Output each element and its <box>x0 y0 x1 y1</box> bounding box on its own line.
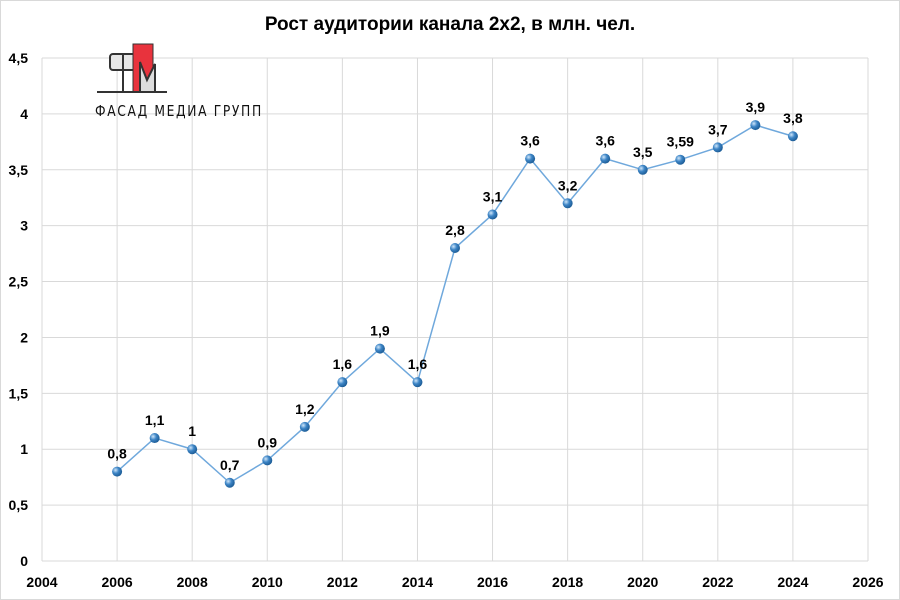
data-point <box>299 421 310 432</box>
data-point <box>112 466 123 477</box>
data-point <box>187 444 198 455</box>
data-label: 3,7 <box>708 121 728 137</box>
logo-text: ФАСАД МЕДИА ГРУПП <box>95 102 263 120</box>
data-point <box>337 377 348 388</box>
logo-mark-icon <box>97 43 167 93</box>
data-label: 1,9 <box>370 323 390 339</box>
y-tick-label: 1 <box>20 441 28 457</box>
x-tick-label: 2022 <box>702 574 733 590</box>
y-tick-label: 3,5 <box>9 162 29 178</box>
data-label: 0,7 <box>220 457 240 473</box>
data-label: 3,1 <box>483 188 503 204</box>
y-tick-label: 2,5 <box>9 274 29 290</box>
x-tick-label: 2024 <box>777 574 808 590</box>
data-point <box>712 142 723 153</box>
data-label: 0,9 <box>258 434 278 450</box>
data-point <box>562 198 573 209</box>
chart-title: Рост аудитории канала 2х2, в млн. чел. <box>264 14 636 35</box>
data-point <box>412 377 423 388</box>
data-label: 3,6 <box>520 133 540 149</box>
logo: ФАСАД МЕДИА ГРУПП <box>95 40 261 130</box>
y-tick-label: 0 <box>20 553 28 569</box>
data-label: 2,8 <box>445 222 465 238</box>
data-label: 0,8 <box>107 446 127 462</box>
x-tick-label: 2016 <box>477 574 508 590</box>
y-tick-label: 2 <box>20 329 28 345</box>
data-label: 3,59 <box>667 134 694 150</box>
x-tick-label: 2018 <box>552 574 583 590</box>
data-point <box>750 120 761 131</box>
data-point <box>374 343 385 354</box>
data-label: 3,2 <box>558 177 578 193</box>
data-point <box>224 477 235 488</box>
series-line <box>116 124 794 484</box>
y-tick-label: 3 <box>20 218 28 234</box>
data-point <box>262 455 273 466</box>
y-tick-label: 1,5 <box>9 385 29 401</box>
x-tick-label: 2014 <box>402 574 433 590</box>
data-point <box>675 154 686 165</box>
data-label: 1 <box>188 423 196 439</box>
data-label: 1,6 <box>333 356 353 372</box>
data-label: 3,9 <box>746 99 766 115</box>
data-point <box>600 153 611 164</box>
x-tick-label: 2010 <box>252 574 283 590</box>
x-tick-label: 2004 <box>26 574 57 590</box>
data-label: 1,1 <box>145 412 165 428</box>
x-tick-label: 2012 <box>327 574 358 590</box>
y-tick-label: 4 <box>20 106 28 122</box>
data-label: 3,6 <box>595 133 615 149</box>
data-point <box>149 433 160 444</box>
data-point <box>637 164 648 175</box>
data-label: 1,2 <box>295 401 315 417</box>
y-tick-label: 0,5 <box>9 497 29 513</box>
x-tick-label: 2006 <box>102 574 133 590</box>
data-point <box>487 209 498 220</box>
y-tick-label: 4,5 <box>9 50 29 66</box>
x-tick-label: 2008 <box>177 574 208 590</box>
data-label: 3,8 <box>783 110 803 126</box>
x-tick-label: 2026 <box>852 574 883 590</box>
data-label: 1,6 <box>408 356 428 372</box>
data-point <box>525 153 536 164</box>
data-point <box>450 243 460 254</box>
x-tick-label: 2020 <box>627 574 658 590</box>
data-point <box>787 131 798 142</box>
data-label: 3,5 <box>633 144 653 160</box>
